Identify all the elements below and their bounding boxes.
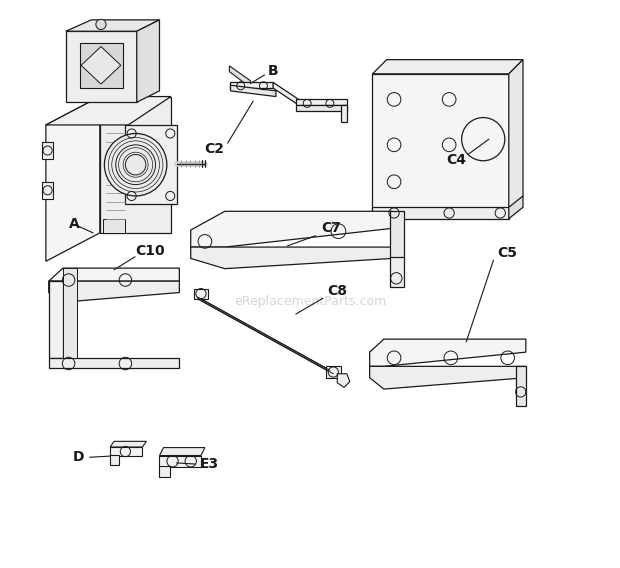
Text: C8: C8 bbox=[327, 284, 347, 298]
Polygon shape bbox=[110, 447, 143, 456]
Polygon shape bbox=[296, 99, 347, 105]
Polygon shape bbox=[191, 247, 392, 269]
Polygon shape bbox=[49, 268, 179, 281]
Polygon shape bbox=[193, 289, 208, 299]
Polygon shape bbox=[389, 257, 404, 287]
Text: C5: C5 bbox=[498, 246, 518, 260]
Polygon shape bbox=[81, 47, 121, 84]
Polygon shape bbox=[49, 281, 179, 302]
Text: C2: C2 bbox=[205, 142, 224, 156]
Text: C10: C10 bbox=[135, 244, 165, 258]
Text: D: D bbox=[73, 450, 84, 464]
Polygon shape bbox=[370, 366, 526, 389]
Polygon shape bbox=[373, 60, 523, 74]
Polygon shape bbox=[159, 466, 170, 477]
Polygon shape bbox=[100, 97, 171, 233]
Polygon shape bbox=[46, 97, 171, 125]
Text: E3: E3 bbox=[200, 457, 218, 471]
Text: A: A bbox=[69, 218, 79, 231]
Polygon shape bbox=[389, 211, 404, 258]
Polygon shape bbox=[191, 211, 392, 247]
Polygon shape bbox=[373, 207, 509, 219]
Polygon shape bbox=[80, 43, 123, 88]
Circle shape bbox=[96, 19, 106, 30]
Text: C7: C7 bbox=[321, 222, 341, 235]
Polygon shape bbox=[110, 455, 118, 465]
Polygon shape bbox=[49, 281, 63, 358]
Polygon shape bbox=[46, 97, 100, 261]
Polygon shape bbox=[103, 219, 125, 233]
Polygon shape bbox=[66, 20, 159, 31]
Polygon shape bbox=[229, 66, 250, 87]
Polygon shape bbox=[137, 20, 159, 102]
Polygon shape bbox=[66, 31, 137, 102]
Text: B: B bbox=[268, 64, 278, 78]
Polygon shape bbox=[516, 366, 526, 406]
Polygon shape bbox=[231, 82, 273, 88]
Polygon shape bbox=[509, 60, 523, 210]
Text: C4: C4 bbox=[446, 153, 466, 167]
Polygon shape bbox=[373, 74, 509, 210]
Polygon shape bbox=[125, 125, 177, 204]
Polygon shape bbox=[231, 85, 276, 97]
Polygon shape bbox=[49, 358, 179, 368]
Polygon shape bbox=[273, 82, 299, 105]
Polygon shape bbox=[63, 268, 77, 358]
Polygon shape bbox=[341, 105, 347, 122]
Polygon shape bbox=[370, 339, 526, 366]
Polygon shape bbox=[296, 105, 347, 111]
Polygon shape bbox=[509, 196, 523, 219]
Polygon shape bbox=[159, 456, 201, 467]
Text: eReplacementParts.com: eReplacementParts.com bbox=[234, 295, 386, 307]
Circle shape bbox=[104, 133, 167, 196]
Polygon shape bbox=[42, 142, 53, 159]
Polygon shape bbox=[159, 448, 205, 456]
Polygon shape bbox=[110, 441, 146, 447]
Polygon shape bbox=[42, 182, 53, 199]
Polygon shape bbox=[326, 366, 341, 378]
Polygon shape bbox=[337, 374, 350, 387]
Polygon shape bbox=[198, 299, 334, 372]
